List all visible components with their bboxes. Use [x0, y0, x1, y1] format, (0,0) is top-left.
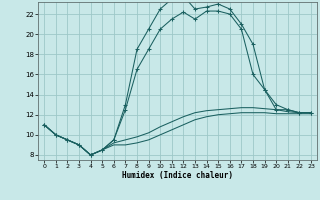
X-axis label: Humidex (Indice chaleur): Humidex (Indice chaleur) [122, 171, 233, 180]
